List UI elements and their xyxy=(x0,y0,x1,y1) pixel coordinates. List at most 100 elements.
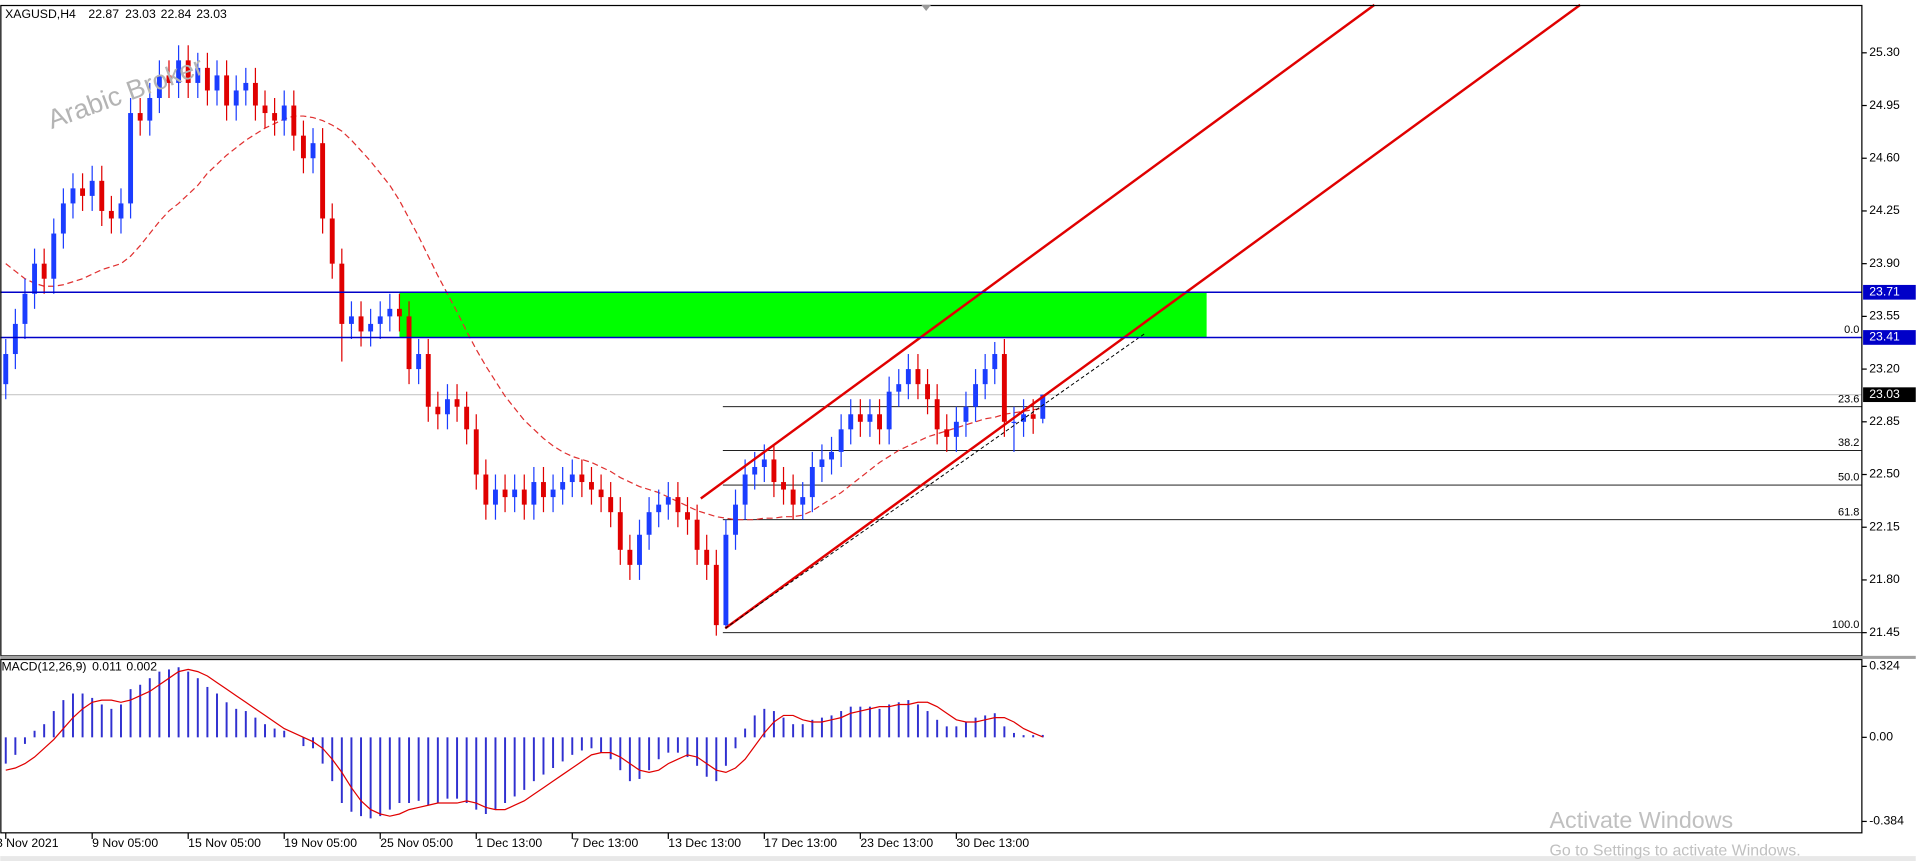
scroll-marker xyxy=(921,4,932,12)
candle-body xyxy=(32,263,38,294)
candle-body xyxy=(425,354,431,407)
candle-body xyxy=(147,97,153,121)
y-tick-label: 22.15 xyxy=(1869,519,1900,533)
candle-body xyxy=(752,466,758,475)
candle-body xyxy=(819,459,825,467)
candle-body xyxy=(973,384,979,407)
candle-body xyxy=(166,75,172,83)
y-tick-label: 21.80 xyxy=(1869,572,1900,586)
y-tick-label: 22.50 xyxy=(1869,467,1900,481)
candle-body xyxy=(809,466,815,498)
candle-body xyxy=(963,406,969,422)
x-tick-label: 30 Dec 13:00 xyxy=(956,836,1029,850)
candle-body xyxy=(521,489,527,505)
candle-body xyxy=(896,384,902,392)
candle-body xyxy=(70,188,76,204)
candle-body xyxy=(445,399,450,415)
candle-body xyxy=(339,263,345,324)
candle-body xyxy=(867,414,873,422)
supply-zone xyxy=(399,292,1207,338)
price-line-tag xyxy=(1863,330,1916,345)
header-close: 23.03 xyxy=(196,7,227,21)
candle-body xyxy=(252,82,258,106)
candle-body xyxy=(493,489,498,505)
candle-body xyxy=(12,323,18,355)
plot-area: 0.0 23.6 38.2 50.0 61.8 100.0 xyxy=(0,45,1862,819)
macd-title: MACD(12,26,9) xyxy=(1,660,86,674)
price-line-tag xyxy=(1863,284,1916,300)
y-tick-label: 22.85 xyxy=(1869,414,1900,428)
candle-body xyxy=(857,414,863,422)
candle-body xyxy=(320,143,326,219)
x-tick-label: 25 Nov 05:00 xyxy=(380,836,453,850)
candle-body xyxy=(108,210,114,219)
candle-body xyxy=(329,218,335,264)
x-tick-label: 19 Nov 05:00 xyxy=(284,836,357,850)
activation-text: Go to Settings to activate Windows. xyxy=(1550,842,1801,859)
candle-body xyxy=(637,534,642,565)
candle-body xyxy=(944,429,950,437)
candle-body xyxy=(733,504,738,535)
candle-body xyxy=(80,188,86,196)
candle-body xyxy=(22,293,28,324)
candle-body xyxy=(377,316,383,324)
macd-signal xyxy=(5,668,1044,817)
candle-body xyxy=(3,354,9,385)
fib-label: 38.2 xyxy=(1838,437,1859,449)
candle-body xyxy=(713,564,719,626)
candle-body xyxy=(925,384,931,400)
candle-body xyxy=(877,414,882,430)
candle-body xyxy=(224,75,230,106)
candle-body xyxy=(886,391,892,430)
candle-body xyxy=(204,67,210,91)
candle-body xyxy=(387,308,393,317)
candle-body xyxy=(281,105,287,121)
y-tick-label: 23.20 xyxy=(1869,361,1900,375)
macd-y-tick-label: 0.324 xyxy=(1869,659,1900,673)
candle-body xyxy=(589,482,594,490)
y-tick-label: 23.90 xyxy=(1869,256,1900,270)
candle-body xyxy=(992,354,998,370)
channel-upper xyxy=(700,3,1376,500)
candle-body xyxy=(137,113,143,121)
fib-label: 61.8 xyxy=(1838,506,1859,518)
drawings xyxy=(0,3,1862,630)
candle-body xyxy=(195,67,201,83)
x-tick-label: 7 Dec 13:00 xyxy=(572,836,638,850)
y-tick-label: 24.25 xyxy=(1869,203,1900,217)
candle-body xyxy=(579,474,585,483)
candle-body xyxy=(272,113,278,121)
y-tick-label: 24.60 xyxy=(1869,150,1900,164)
macd-signal-value: 0.002 xyxy=(126,660,157,674)
candle-body xyxy=(99,180,105,211)
candle-body xyxy=(742,474,748,505)
x-tick-label: 1 Dec 13:00 xyxy=(476,836,542,850)
moving-average xyxy=(5,115,1043,521)
price-line-label: 23.41 xyxy=(1869,330,1900,344)
y-tick-label: 21.45 xyxy=(1869,625,1900,639)
candle-body xyxy=(406,316,412,370)
candle-body xyxy=(300,135,306,159)
candle-body xyxy=(502,489,508,498)
candle-body xyxy=(435,406,441,415)
last-price-tag xyxy=(1863,387,1916,403)
activation-title: Activate Windows xyxy=(1550,807,1734,833)
candle-body xyxy=(51,233,57,279)
header-open: 22.87 xyxy=(88,7,119,21)
price-line-label: 23.71 xyxy=(1869,285,1900,299)
candle-body xyxy=(531,482,537,505)
candle-body xyxy=(569,474,575,483)
candle-body xyxy=(128,113,134,204)
candle-body xyxy=(761,459,767,467)
candle-body xyxy=(723,534,729,626)
candle-body xyxy=(156,75,162,98)
candle-body xyxy=(656,504,662,513)
candle-body xyxy=(598,489,604,498)
candle-body xyxy=(368,323,374,332)
candle-body xyxy=(617,512,623,550)
fib-label: 50.0 xyxy=(1838,472,1859,484)
candle-body xyxy=(291,105,297,136)
candle-body xyxy=(781,482,786,490)
